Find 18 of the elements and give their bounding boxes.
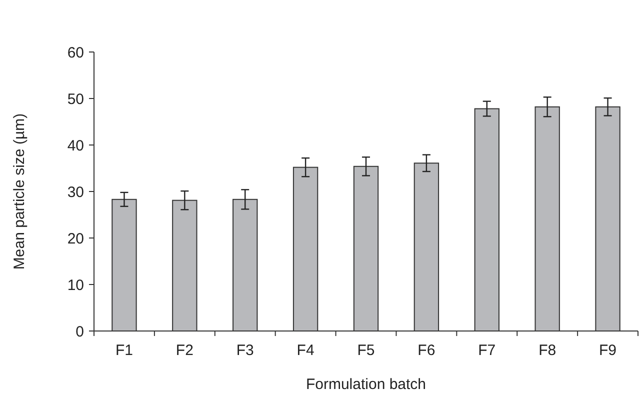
y-tick-label: 30 xyxy=(67,184,84,201)
x-tick-label: F7 xyxy=(478,342,496,359)
x-tick-label: F5 xyxy=(357,342,375,359)
y-tick-label: 20 xyxy=(67,230,84,248)
x-tick-label: F3 xyxy=(236,342,254,359)
y-axis-title: Mean particle size (µm) xyxy=(11,113,28,270)
x-tick-label: F4 xyxy=(296,342,314,359)
x-tick-label: F2 xyxy=(176,342,194,359)
x-axis-title: Formulation batch xyxy=(306,376,426,393)
y-tick-label: 10 xyxy=(67,276,84,294)
y-tick-label: 40 xyxy=(67,137,84,154)
y-tick-label: 60 xyxy=(67,44,84,62)
x-tick-label: F8 xyxy=(538,342,556,359)
x-tick-label: F9 xyxy=(599,342,617,359)
x-tick-label: F1 xyxy=(115,342,133,359)
y-tick-label: 50 xyxy=(67,90,84,108)
y-tick-label: 0 xyxy=(76,323,84,340)
x-tick-label: F6 xyxy=(418,342,436,359)
